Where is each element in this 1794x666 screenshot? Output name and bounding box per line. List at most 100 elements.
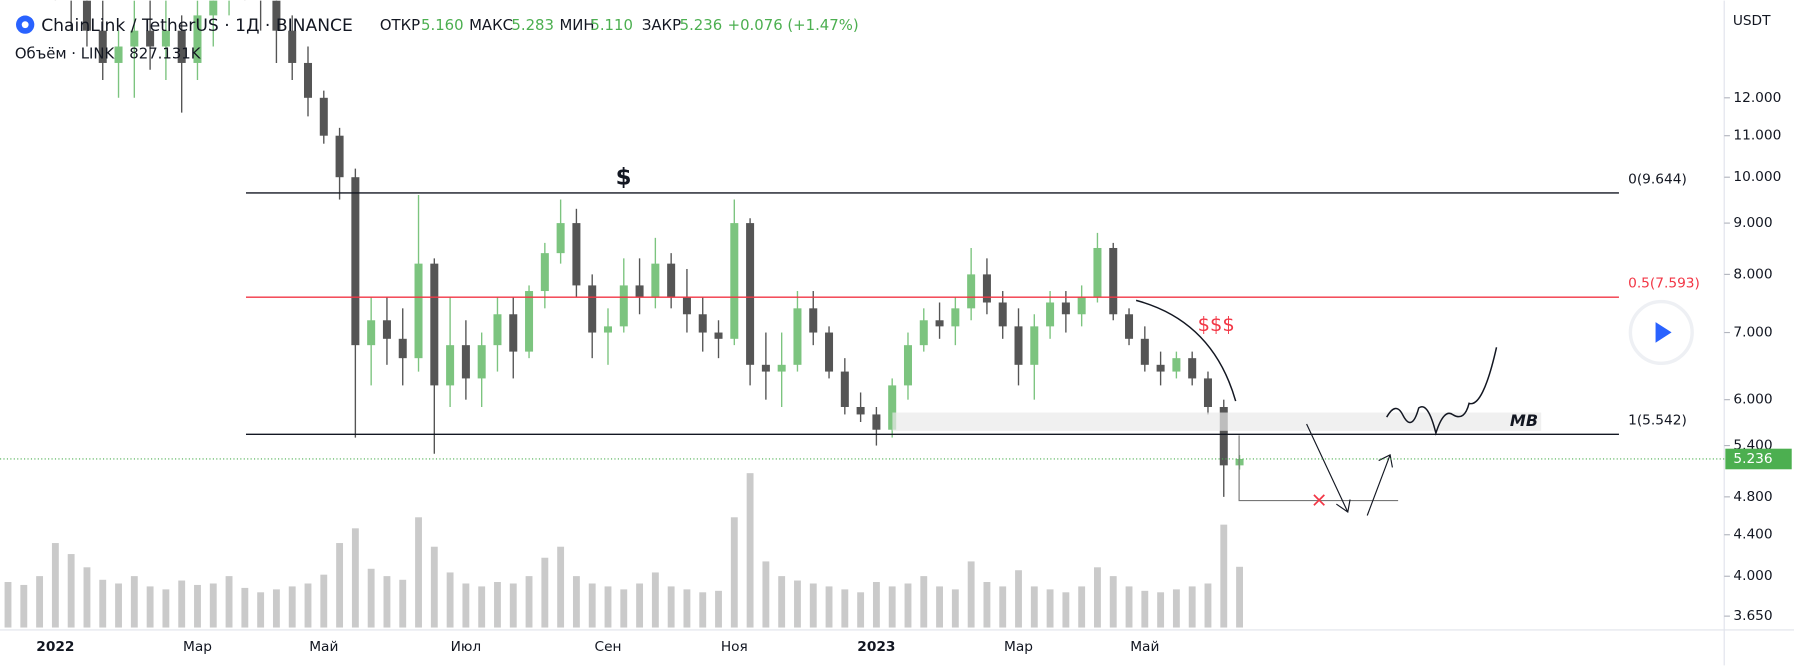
volume-bar	[146, 586, 154, 628]
ohlc-value: 5.236	[680, 16, 723, 34]
volume-title: Объём · LINK	[15, 44, 116, 62]
volume-bar	[1125, 586, 1133, 628]
candle-body	[1125, 314, 1134, 339]
volume-bar	[557, 546, 565, 628]
x-tick-label: Май	[1130, 639, 1159, 655]
ohlc-label: ОТКР	[380, 16, 420, 34]
candle-body	[951, 308, 960, 327]
volume-bar	[667, 586, 675, 628]
volume-bar	[857, 592, 865, 628]
volume-bar	[715, 590, 722, 628]
volume-bar	[1030, 586, 1038, 628]
x-tick-label: Июл	[451, 639, 482, 655]
ohlc-value: 5.160	[421, 16, 464, 34]
candle-body	[1061, 302, 1070, 315]
volume-bar	[967, 561, 975, 628]
annotation: MB	[1510, 411, 1538, 430]
x-tick-label: Сен	[594, 639, 621, 655]
volume-bar	[825, 586, 833, 628]
volume-bar	[1015, 570, 1022, 628]
candle-body	[67, 0, 76, 1]
ohlc-value: 5.283	[511, 16, 554, 34]
candle-body	[572, 223, 581, 286]
volume-bar	[951, 589, 959, 628]
x-tick-label: Мар	[183, 639, 212, 655]
volume-bar	[620, 589, 628, 628]
ohlc-label: МИН	[559, 16, 594, 34]
arrow-down	[1306, 423, 1351, 514]
y-tick-label: 11.000	[1733, 128, 1781, 144]
candle-body	[303, 62, 313, 98]
volume-bar	[1188, 586, 1196, 628]
volume-bar	[209, 583, 217, 628]
volume-bar	[494, 582, 501, 628]
last-price-label: 5.236	[1733, 451, 1772, 467]
volume-bar	[983, 582, 991, 628]
candle-body	[335, 135, 344, 178]
volume-bar	[83, 567, 91, 628]
volume-bar	[115, 583, 122, 628]
candle-body	[998, 302, 1007, 327]
candle-body	[430, 263, 439, 386]
candle-body	[619, 285, 628, 327]
candle-body	[1014, 326, 1023, 365]
y-tick-label: 8.000	[1733, 266, 1772, 282]
volume-bar	[1236, 566, 1243, 628]
y-tick-label: 12.000	[1733, 90, 1781, 106]
candle-body	[856, 406, 865, 415]
candle-body	[382, 320, 391, 339]
candle-body	[840, 371, 849, 407]
candle-body	[682, 296, 691, 315]
y-tick-label: 7.000	[1733, 325, 1772, 341]
candle-body	[1030, 326, 1039, 365]
volume-value: 827.131K	[129, 44, 201, 62]
candle-body	[509, 314, 518, 352]
candle-body	[288, 30, 297, 63]
y-tick-label: 4.800	[1733, 489, 1772, 505]
last-price-tag	[1725, 448, 1792, 470]
volume-bar	[194, 584, 201, 628]
volume-bar	[130, 576, 138, 628]
candle-body	[761, 364, 770, 372]
volume-bar	[383, 576, 391, 628]
volume-bar	[446, 572, 454, 628]
play-icon	[1655, 322, 1672, 343]
candle-body	[635, 285, 644, 297]
annotation: ×	[1311, 488, 1328, 512]
volume-bar	[67, 554, 75, 628]
candle-body	[146, 30, 155, 47]
volume-bar	[288, 586, 296, 628]
candle-body	[888, 385, 897, 430]
candle-body	[935, 320, 944, 327]
zone	[892, 412, 1542, 431]
logo	[21, 21, 29, 29]
volume-bar	[841, 589, 849, 628]
symbol[interactable]: ChainLink / TetherUS · 1Д · BINANCE	[41, 16, 353, 36]
candle-body	[746, 223, 755, 365]
candle-body	[461, 345, 470, 379]
candle-body	[982, 274, 991, 303]
volume-bar	[809, 583, 817, 628]
volume-bar	[272, 589, 280, 628]
volume-bar	[225, 576, 233, 628]
x-tick-label: 2023	[857, 639, 895, 655]
candle-body	[398, 338, 407, 359]
x-tick-label: Мар	[1004, 639, 1033, 655]
candle-body	[903, 345, 912, 386]
candle-body	[1172, 358, 1181, 372]
volume-bar	[936, 586, 943, 628]
x-tick-label: 2022	[36, 639, 74, 655]
candle-body	[603, 326, 612, 333]
volume-bar	[572, 576, 580, 628]
volume-bar	[415, 517, 422, 628]
plot-area	[4, 0, 1244, 628]
candle-body	[1203, 378, 1212, 407]
volume-bar	[257, 592, 265, 628]
ohlc-label: ЗАКР	[642, 16, 681, 34]
level-label: 0.5(7.593)	[1628, 275, 1700, 291]
candle-body	[367, 320, 376, 346]
candle-body	[777, 364, 786, 372]
volume-bar	[162, 589, 170, 628]
volume-bar	[794, 580, 801, 628]
volume-bar	[367, 568, 375, 628]
